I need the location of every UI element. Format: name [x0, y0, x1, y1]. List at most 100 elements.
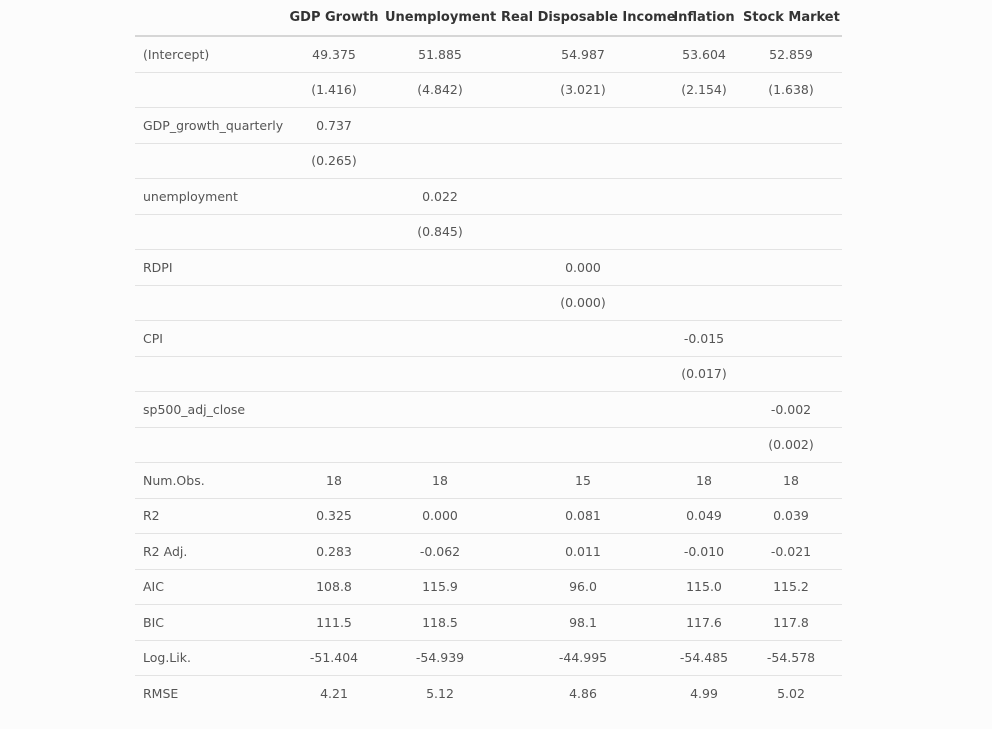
- table-cell: -0.002: [740, 391, 842, 428]
- header-unemployment: Unemployment: [382, 0, 498, 37]
- header-row: GDP Growth Unemployment Real Disposable …: [135, 0, 842, 37]
- table-cell: [740, 285, 842, 321]
- table-cell: -54.939: [382, 640, 498, 676]
- table-cell: (0.000): [498, 285, 668, 321]
- table-cell: [382, 391, 498, 428]
- table-cell: [668, 391, 740, 428]
- row-term-label: unemployment: [135, 178, 286, 215]
- table-cell: -54.485: [668, 640, 740, 676]
- header-real-disposable-income: Real Disposable Income: [498, 0, 676, 37]
- table-cell: -0.062: [382, 533, 498, 570]
- table-cell: 117.6: [668, 604, 740, 641]
- table-cell: 5.02: [777, 685, 805, 701]
- table-row: (0.017): [135, 356, 842, 392]
- table-header: GDP Growth Unemployment Real Disposable …: [135, 0, 842, 37]
- row-term-label: Log.Lik.: [135, 640, 286, 676]
- table-cell: 51.885: [382, 36, 498, 73]
- table-cell: (2.154): [668, 72, 740, 108]
- table-cell: [382, 356, 498, 392]
- header-gdp-growth: GDP Growth: [286, 0, 382, 37]
- row-term-label: R2: [135, 498, 286, 534]
- table-cell: [498, 214, 668, 250]
- table-cell: [286, 249, 382, 286]
- table-cell: [740, 143, 842, 179]
- table-row: Log.Lik. -51.404 -54.939 -44.995 -54.485 -54.…: [135, 640, 842, 676]
- row-term-label: GDP_growth_quarterly: [135, 107, 286, 144]
- row-term-label: BIC: [135, 604, 286, 641]
- table-cell: 18: [382, 462, 498, 499]
- table-cell: (3.021): [498, 72, 668, 108]
- header-inflation: Inflation: [668, 0, 740, 37]
- table-cell: [740, 320, 842, 357]
- table-cell: 0.325: [286, 498, 382, 534]
- row-term-label: [135, 427, 286, 463]
- row-term-label: CPI: [135, 320, 286, 357]
- table-cell: 115.2: [740, 569, 842, 605]
- table-cell: 18: [740, 462, 842, 499]
- table-cell: (4.842): [382, 72, 498, 108]
- table-cell: -54.578: [740, 640, 842, 676]
- table-cell: [286, 356, 382, 392]
- table-cell: 111.5: [286, 604, 382, 641]
- table-row: sp500_adj_close -0.002: [135, 391, 842, 428]
- table-row: (1.416) (4.842) (3.021) (2.154) (1.638): [135, 72, 842, 108]
- table-cell: (0.002): [740, 427, 842, 463]
- table-cell: -0.021: [740, 533, 842, 570]
- table-row: (0.002): [135, 427, 842, 463]
- table-cell: 0.039: [740, 498, 842, 534]
- table-cell: [498, 391, 668, 428]
- table-cell: -51.404: [286, 640, 382, 676]
- table-cell: 54.987: [498, 36, 668, 73]
- table-cell: 0.000: [382, 498, 498, 534]
- row-term-label: (Intercept): [135, 36, 286, 73]
- table-cell: [382, 285, 498, 321]
- table-row: RMSE 4.21 5.12 4.86 4.99 5.02: [135, 676, 842, 711]
- table-row: R2 Adj. 0.283 -0.062 0.011 -0.010 -0.021: [135, 533, 842, 570]
- table-cell: [668, 214, 740, 250]
- table-cell: [498, 356, 668, 392]
- table-cell: 53.604: [668, 36, 740, 73]
- table-cell: [286, 214, 382, 250]
- table-cell: [740, 356, 842, 392]
- table-cell: [498, 143, 668, 179]
- table-cell: (0.017): [668, 356, 740, 392]
- row-term-label: [135, 143, 286, 179]
- table-row: AIC 108.8 115.9 96.0 115.0 115.2: [135, 569, 842, 605]
- regression-table-container: GDP Growth Unemployment Real Disposable …: [135, 0, 842, 711]
- table-cell: 0.737: [286, 107, 382, 144]
- table-cell: 52.859: [740, 36, 842, 73]
- table-row: RDPI 0.000: [135, 249, 842, 286]
- table-row: BIC 111.5 118.5 98.1 117.6 117.8: [135, 604, 842, 641]
- table-row: GDP_growth_quarterly 0.737: [135, 107, 842, 144]
- table-cell: 4.99: [690, 685, 718, 701]
- table-cell: 49.375: [286, 36, 382, 73]
- table-cell: [498, 178, 668, 215]
- table-row: (0.265): [135, 143, 842, 179]
- header-term: [135, 0, 286, 37]
- table-cell: 115.9: [382, 569, 498, 605]
- table-row: R2 0.325 0.000 0.081 0.049 0.039: [135, 498, 842, 534]
- table-cell: [740, 178, 842, 215]
- table-cell: [382, 143, 498, 179]
- table-cell: [382, 427, 498, 463]
- table-row: (Intercept) 49.375 51.885 54.987 53.604 52.85…: [135, 36, 842, 73]
- row-term-label: [135, 356, 286, 392]
- table-cell: [668, 427, 740, 463]
- table-cell: 0.081: [498, 498, 668, 534]
- row-term-label: [135, 285, 286, 321]
- table-cell: [668, 143, 740, 179]
- table-cell: [668, 285, 740, 321]
- table-cell: 15: [498, 462, 668, 499]
- table-row: unemployment 0.022: [135, 178, 842, 215]
- row-term-label: sp500_adj_close: [135, 391, 286, 428]
- table-cell: (1.416): [286, 72, 382, 108]
- table-cell: [668, 178, 740, 215]
- table-cell: [286, 320, 382, 357]
- table-cell: [668, 249, 740, 286]
- table-cell: -44.995: [498, 640, 668, 676]
- row-term-label: RDPI: [135, 249, 286, 286]
- table-cell: -0.010: [668, 533, 740, 570]
- table-cell: -0.015: [668, 320, 740, 357]
- table-cell: 18: [286, 462, 382, 499]
- row-term-label: Num.Obs.: [135, 462, 286, 499]
